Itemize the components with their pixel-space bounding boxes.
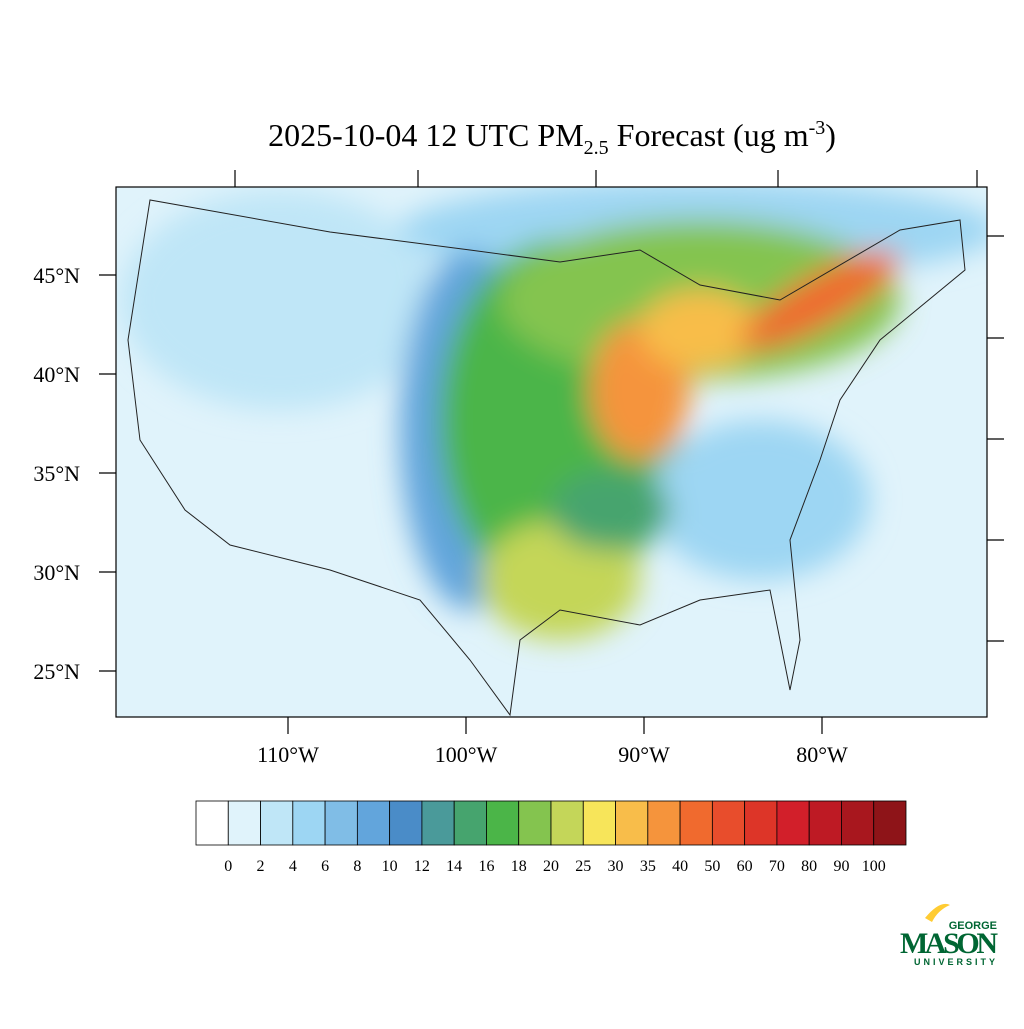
title-text: 2025-10-04 12 UTC PM [268, 117, 584, 153]
colorbar-label: 4 [289, 858, 297, 875]
lat-label: 35°N [33, 461, 80, 486]
logo-top: GEORGE [949, 920, 997, 932]
lon-label: 110°W [257, 742, 319, 767]
colorbar-label: 25 [575, 858, 591, 875]
colorbar-box [292, 800, 326, 846]
colorbar-label: 14 [446, 858, 462, 875]
colorbar-box [582, 800, 616, 846]
logo: GEORGE MASON UNIVERSITY [900, 903, 998, 967]
title-superscript: -3 [809, 117, 826, 139]
colorbar-label: 60 [737, 858, 753, 875]
colorbar-label: 35 [640, 858, 656, 875]
colorbar-label: 80 [801, 858, 817, 875]
title-subscript: 2.5 [584, 137, 609, 159]
logo-bottom: UNIVERSITY [914, 957, 998, 967]
colorbar-box [518, 800, 552, 846]
title-text: ) [825, 117, 836, 153]
colorbar-box [679, 800, 713, 846]
colorbar-label: 30 [608, 858, 624, 875]
colorbar-box [356, 800, 391, 846]
title: 2025-10-04 12 UTC PM2.5 Forecast (ug m-3… [268, 117, 836, 159]
colorbar-label: 2 [257, 858, 265, 875]
lat-label: 40°N [33, 362, 80, 387]
colorbar-box [227, 800, 261, 846]
colorbar-label: 16 [478, 858, 494, 875]
lon-label: 80°W [796, 742, 848, 767]
map-field [116, 187, 987, 717]
lat-label: 25°N [33, 659, 80, 684]
colorbar-box [744, 800, 778, 846]
colorbar-box [453, 800, 487, 846]
frame-ticks [234, 170, 1004, 642]
colorbar-box [486, 800, 520, 846]
colorbar-label: 50 [704, 858, 720, 875]
map-frame [115, 186, 988, 718]
colorbar-label: 90 [833, 858, 849, 875]
colorbar-label: 20 [543, 858, 559, 875]
colorbar-label: 40 [672, 858, 688, 875]
lon-label: 100°W [435, 742, 498, 767]
title-text: Forecast (ug m [609, 117, 809, 153]
colorbar-box [260, 800, 294, 846]
colorbar-label: 0 [224, 858, 232, 875]
colorbar-label: 8 [353, 858, 361, 875]
colorbar-box [841, 800, 875, 846]
colorbar-box [776, 800, 810, 846]
colorbar-box [873, 800, 907, 846]
colorbar-box [195, 800, 229, 846]
colorbar-label: 12 [414, 858, 430, 875]
colorbar-box [615, 800, 649, 846]
colorbar-label: 18 [511, 858, 527, 875]
colorbar-label: 100 [862, 858, 886, 875]
lon-label: 90°W [618, 742, 670, 767]
lat-label: 30°N [33, 560, 80, 585]
colorbar-label: 6 [321, 858, 329, 875]
lat-label: 45°N [33, 263, 80, 288]
colorbar-box [389, 800, 423, 846]
colorbar-box [324, 800, 358, 846]
colorbar-label: 70 [769, 858, 785, 875]
colorbar-label: 10 [382, 858, 398, 875]
colorbar-box [808, 800, 842, 846]
logo-flame [925, 903, 950, 922]
colorbar-box [647, 800, 681, 846]
colorbar-box [550, 800, 584, 846]
colorbar-box [711, 800, 746, 846]
colorbar-box [421, 800, 455, 846]
logo-main: MASON [900, 927, 998, 960]
